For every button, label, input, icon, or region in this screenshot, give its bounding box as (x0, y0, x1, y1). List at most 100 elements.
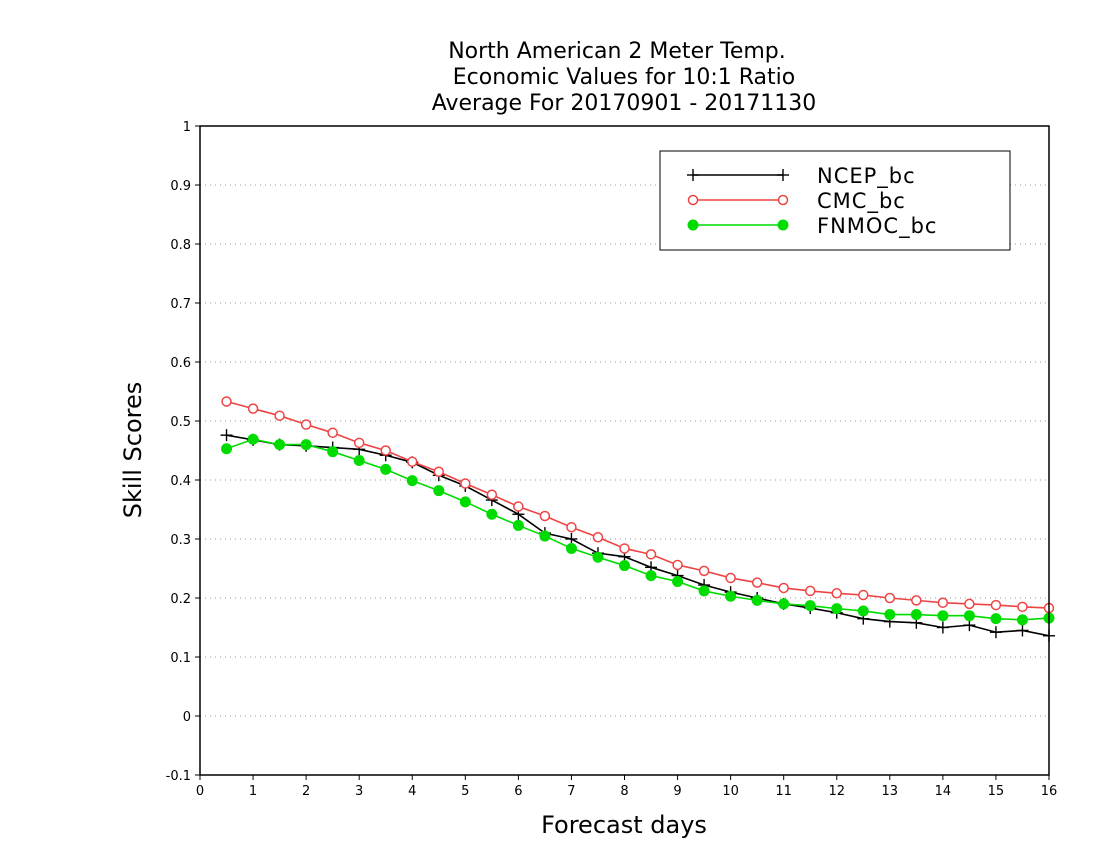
data-point-fnmoc-bc (274, 439, 286, 451)
data-point-cmc-bc (911, 595, 922, 606)
x-axis-label: Forecast days (541, 811, 707, 839)
data-point-cmc-bc (539, 510, 551, 522)
y-tick-label: 0.2 (170, 592, 191, 607)
legend-marker (687, 169, 699, 181)
chart-title-line-3: Average For 20170901 - 20171130 (432, 91, 817, 116)
data-point-fnmoc-bc (725, 590, 737, 602)
legend-label: CMC_bc (817, 189, 906, 214)
series-cmc-bc (221, 396, 1055, 614)
data-point-cmc-bc (221, 396, 232, 407)
legend-marker (777, 169, 789, 181)
data-point-cmc-bc (990, 599, 1002, 611)
data-point-fnmoc-bc (380, 463, 392, 475)
y-tick-label: 0.3 (170, 533, 191, 548)
x-tick-label: 13 (882, 784, 899, 799)
data-point-fnmoc-bc (247, 433, 259, 445)
data-point-fnmoc-bc (619, 560, 630, 572)
legend-label: NCEP_bc (817, 164, 916, 189)
data-point-fnmoc-bc (963, 610, 975, 622)
data-point-cmc-bc (858, 589, 869, 601)
data-point-fnmoc-bc (990, 613, 1002, 625)
data-point-cmc-bc (460, 478, 471, 489)
data-point-cmc-bc (619, 543, 630, 554)
x-tick-label: 6 (514, 784, 522, 799)
data-point-ncep-bc (1016, 624, 1029, 637)
data-point-fnmoc-bc (884, 609, 896, 621)
data-point-cmc-bc (433, 466, 445, 477)
data-point-fnmoc-bc (645, 570, 657, 582)
data-point-fnmoc-bc (857, 605, 869, 617)
data-point-fnmoc-bc (1016, 614, 1028, 626)
legend-marker (687, 194, 699, 206)
x-tick-label: 15 (988, 784, 1005, 799)
legend-item-cmc-bc: CMC_bc (687, 189, 906, 214)
legend-item-ncep-bc: NCEP_bc (687, 164, 916, 189)
x-axis: 0 1 2 3 4 5 6 7 8 9 10 11 12 13 14 15 16 (196, 775, 1057, 799)
data-point-fnmoc-bc (459, 496, 471, 508)
x-tick-label: 12 (828, 784, 845, 799)
chart-title: North American 2 Meter Temp. Economic Va… (432, 39, 817, 116)
y-tick-label: 0.8 (170, 238, 191, 253)
data-point-fnmoc-bc (831, 603, 843, 615)
legend-marker (777, 194, 789, 206)
data-point-cmc-bc (751, 577, 763, 588)
data-point-cmc-bc (407, 456, 418, 467)
y-tick-label: 0.6 (170, 356, 191, 371)
data-point-cmc-bc (513, 501, 524, 512)
data-point-fnmoc-bc (778, 598, 790, 610)
data-point-ncep-bc (220, 429, 233, 442)
data-point-fnmoc-bc (433, 485, 445, 497)
data-point-cmc-bc (672, 559, 683, 571)
data-point-ncep-bc (989, 626, 1002, 639)
data-point-cmc-bc (778, 582, 789, 594)
series-line-cmc-bc (226, 400, 1050, 609)
x-tick-label: 10 (722, 784, 739, 799)
y-tick-label: 0.9 (170, 179, 191, 194)
data-point-cmc-bc (1017, 601, 1028, 613)
x-tick-label: 3 (355, 784, 363, 799)
legend-label: FNMOC_bc (817, 214, 937, 239)
data-point-fnmoc-bc (751, 594, 763, 606)
data-point-fnmoc-bc (698, 585, 710, 597)
data-point-cmc-bc (566, 521, 577, 533)
y-axis: -0.1 0 0.1 0.2 0.3 0.4 0.5 0.6 0.7 0.8 0.9 1 (166, 120, 200, 784)
data-point-fnmoc-bc (592, 551, 604, 563)
data-point-fnmoc-bc (221, 443, 233, 455)
y-tick-label: 0.7 (170, 297, 191, 312)
data-point-cmc-bc (592, 531, 604, 543)
data-point-fnmoc-bc (486, 508, 498, 520)
data-point-cmc-bc (353, 437, 365, 449)
chart-title-line-1: North American 2 Meter Temp. (448, 39, 786, 64)
x-tick-label: 11 (775, 784, 792, 799)
data-point-fnmoc-bc (565, 542, 577, 554)
y-tick-label: 0 (183, 710, 191, 725)
x-tick-label: 16 (1041, 784, 1058, 799)
data-point-fnmoc-bc (937, 610, 949, 622)
data-point-cmc-bc (274, 410, 285, 421)
x-tick-label: 14 (935, 784, 952, 799)
x-tick-label: 0 (196, 784, 204, 799)
data-point-cmc-bc (300, 419, 312, 430)
y-tick-label: -0.1 (166, 769, 191, 784)
data-point-cmc-bc (964, 598, 975, 610)
legend-item-fnmoc-bc: FNMOC_bc (687, 214, 937, 239)
data-point-cmc-bc (831, 588, 842, 599)
data-point-fnmoc-bc (804, 600, 816, 612)
x-tick-label: 7 (567, 784, 575, 799)
data-point-fnmoc-bc (300, 439, 312, 451)
data-point-cmc-bc (937, 597, 949, 608)
data-point-fnmoc-bc (327, 446, 339, 458)
series-line-ncep-bc (226, 434, 1050, 637)
data-point-cmc-bc (380, 445, 391, 456)
series-line-fnmoc-bc (226, 438, 1050, 621)
chart-title-line-2: Economic Values for 10:1 Ratio (453, 65, 795, 90)
data-point-fnmoc-bc (672, 575, 684, 587)
data-point-fnmoc-bc (512, 519, 524, 531)
x-tick-label: 5 (461, 784, 469, 799)
series-layer (220, 396, 1055, 642)
data-point-fnmoc-bc (539, 530, 551, 542)
y-tick-label: 0.4 (170, 474, 191, 489)
legend-marker (777, 219, 789, 231)
